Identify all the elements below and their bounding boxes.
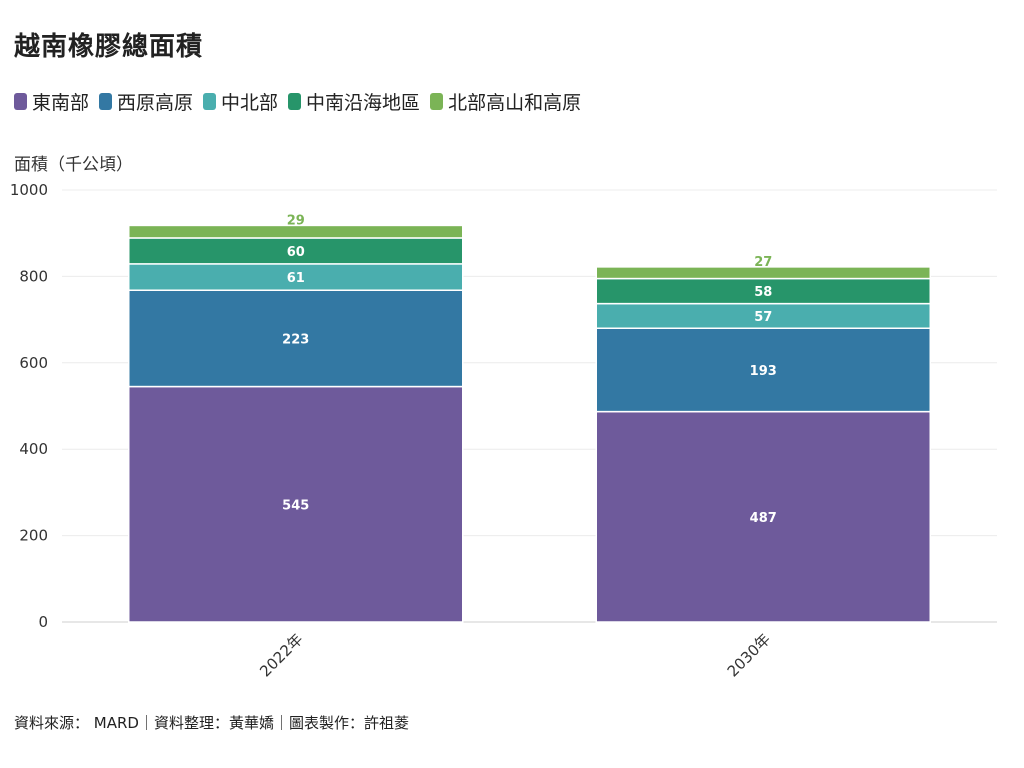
data-label: 487 <box>750 511 777 526</box>
legend-item-south-central-coast[interactable]: 中南沿海地區 <box>288 88 420 115</box>
x-axis-ticks: 2022年 2030年 <box>256 630 774 680</box>
data-label: 545 <box>282 498 309 513</box>
data-label: 61 <box>287 271 305 286</box>
bar-segment[interactable] <box>595 266 931 280</box>
legend-swatch <box>14 93 27 110</box>
x-tick-label: 2030年 <box>724 630 774 680</box>
bars: 545 223 61 60 29 487 193 57 58 27 <box>128 213 931 623</box>
data-label: 60 <box>287 245 305 260</box>
bar-segment[interactable] <box>128 263 464 291</box>
y-tick-label: 400 <box>19 440 48 458</box>
y-axis-ticks: 0 200 400 600 800 1000 <box>10 181 48 631</box>
legend-label: 中南沿海地區 <box>306 92 421 114</box>
legend-item-southeast[interactable]: 東南部 <box>14 88 89 115</box>
y-axis-title: 面積（千公頃） <box>14 155 133 175</box>
y-tick-label: 800 <box>19 267 48 285</box>
legend-label: 西原高原 <box>117 92 194 114</box>
bar-segment[interactable] <box>128 224 464 239</box>
bar-segment[interactable] <box>128 237 464 265</box>
legend-swatch <box>288 93 302 110</box>
stacked-bar-chart: 0 200 400 600 800 1000 545 223 61 60 29 487 193 57 58… <box>10 181 997 680</box>
y-tick-label: 1000 <box>10 181 48 199</box>
bar-segment[interactable] <box>595 327 931 413</box>
bar-segment[interactable] <box>128 289 464 388</box>
legend-label: 中北部 <box>221 92 279 114</box>
bar-segment[interactable] <box>595 410 931 623</box>
data-label: 57 <box>754 310 772 325</box>
x-tick-label: 2022年 <box>256 630 306 680</box>
data-label: 29 <box>287 213 305 228</box>
data-label: 27 <box>754 255 772 270</box>
legend-swatch <box>99 93 113 110</box>
data-label: 58 <box>754 285 772 300</box>
legend-item-north-central[interactable]: 中北部 <box>203 88 278 115</box>
legend-swatch <box>203 93 217 110</box>
bar-segment[interactable] <box>595 277 931 305</box>
y-tick-label: 600 <box>19 354 48 372</box>
data-label: 193 <box>750 364 777 379</box>
legend-label: 北部高山和高原 <box>448 92 582 114</box>
legend-item-central-highlands[interactable]: 西原高原 <box>99 88 193 115</box>
legend-item-northern-highlands[interactable]: 北部高山和高原 <box>430 88 581 115</box>
chart-title: 越南橡膠總面積 <box>14 32 204 62</box>
chart-legend: 東南部 西原高原 中北部 中南沿海地區 北部高山和高原 <box>14 88 581 115</box>
y-tick-label: 0 <box>38 613 48 631</box>
bar-segment[interactable] <box>128 385 464 623</box>
data-label: 223 <box>282 332 309 347</box>
legend-label: 東南部 <box>32 92 90 114</box>
source-note: 資料來源： MARD｜資料整理：黃華嬌｜圖表製作：許祖菱 <box>14 714 409 732</box>
legend-swatch <box>430 93 444 110</box>
y-tick-label: 200 <box>19 527 48 545</box>
